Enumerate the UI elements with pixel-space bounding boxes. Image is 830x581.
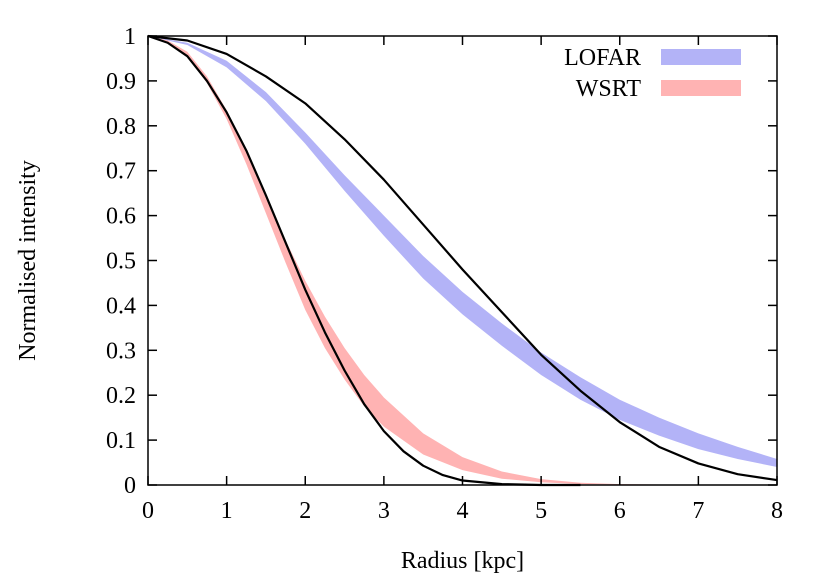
bands-layer <box>148 36 777 485</box>
legend: LOFAR WSRT <box>564 45 741 102</box>
band-wsrt <box>148 36 660 485</box>
model-line-3 <box>147 34 581 487</box>
x-tick-label: 2 <box>299 498 311 524</box>
y-tick-label: 0.7 <box>106 159 136 185</box>
y-tick-label: 0.4 <box>106 293 136 319</box>
band-lofar <box>148 36 777 468</box>
x-tick-label: 6 <box>614 498 626 524</box>
x-tick-label: 0 <box>142 498 154 524</box>
x-tick-label: 8 <box>771 498 783 524</box>
legend-label-wsrt: WSRT <box>576 76 642 102</box>
y-ticks: 0 0.1 0.2 0.3 0.4 0.5 0.6 0.7 0.8 0.9 1 <box>106 24 777 499</box>
y-tick-label: 0.2 <box>106 383 136 409</box>
x-tick-label: 4 <box>457 498 469 524</box>
lines-layer <box>147 34 778 487</box>
y-tick-label: 0.3 <box>106 338 136 364</box>
x-tick-label: 3 <box>378 498 390 524</box>
y-tick-label: 0 <box>124 473 136 499</box>
y-tick-label: 0.5 <box>106 249 136 275</box>
model-line-2 <box>147 34 778 482</box>
y-tick-label: 0.9 <box>106 69 136 95</box>
x-axis-title: Radius [kpc] <box>401 548 524 574</box>
legend-label-lofar: LOFAR <box>564 45 641 71</box>
legend-swatch-lofar <box>661 49 741 65</box>
x-tick-label: 1 <box>221 498 233 524</box>
plot-frame <box>147 35 778 486</box>
y-tick-label: 0.6 <box>106 204 136 230</box>
y-axis-title: Normalised intensity <box>15 160 41 361</box>
legend-swatch-wsrt <box>661 80 741 96</box>
y-tick-label: 0.8 <box>106 114 136 140</box>
y-tick-label: 1 <box>124 24 136 50</box>
y-tick-label: 0.1 <box>106 428 136 454</box>
x-ticks: 0 1 2 3 4 5 6 7 8 <box>142 36 783 524</box>
x-tick-label: 7 <box>692 498 704 524</box>
x-tick-label: 5 <box>535 498 547 524</box>
